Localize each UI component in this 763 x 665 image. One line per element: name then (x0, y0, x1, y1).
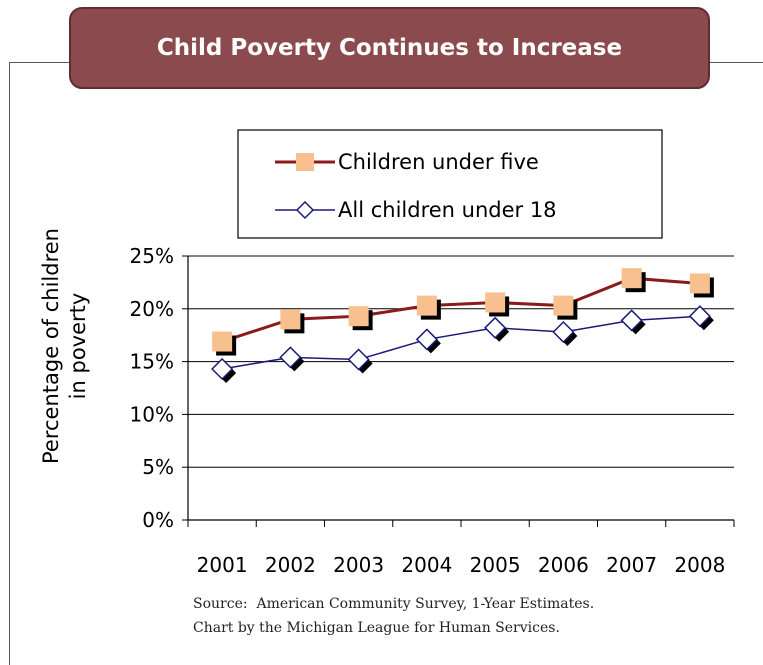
source-line: Chart by the Michigan League for Human S… (193, 620, 560, 636)
x-tick-label: 2001 (197, 553, 248, 577)
y-tick-label: 20% (130, 297, 174, 321)
data-point (279, 346, 305, 372)
data-point (689, 273, 714, 298)
x-tick-label: 2007 (606, 553, 657, 577)
x-tick-label: 2006 (538, 553, 589, 577)
axes: 0% 5% 10% 15% 20% 25% 2001 2002 2003 2004 2005 2006… (130, 244, 735, 577)
data-point (485, 292, 510, 317)
x-tick-label: 2004 (401, 553, 452, 577)
marker-diamond (688, 305, 711, 328)
y-tick-label: 0% (142, 508, 174, 532)
data-point (348, 306, 373, 331)
marker-diamond (552, 320, 575, 344)
data-point (552, 320, 578, 347)
legend-box (237, 129, 663, 239)
marker-diamond (211, 357, 234, 381)
y-tick-label: 5% (142, 455, 174, 479)
marker-diamond (415, 328, 438, 351)
y-tick-label: 15% (130, 350, 174, 374)
source-line: Source: American Community Survey, 1-Yea… (193, 596, 595, 612)
marker-square (553, 295, 574, 316)
legend-marker (295, 200, 315, 220)
marker-diamond (484, 316, 507, 339)
marker-square (348, 306, 369, 327)
data-point (280, 309, 305, 334)
marker-diamond (347, 348, 370, 371)
data-point (620, 309, 646, 335)
source-note: Source: American Community Survey, 1-Yea… (193, 592, 594, 640)
data-point (347, 348, 373, 374)
marker-square (416, 295, 437, 316)
data-point (416, 295, 441, 320)
frame-line (710, 62, 763, 63)
marker-square (621, 268, 642, 289)
data-point (621, 268, 646, 293)
x-tick-label: 2008 (674, 553, 725, 577)
title-banner: Child Poverty Continues to Increase (69, 7, 710, 89)
chart-title: Child Poverty Continues to Increase (156, 35, 623, 61)
legend-label: Children under five (338, 150, 539, 174)
legend-label: All children under 18 (338, 198, 557, 222)
x-tick-label: 2005 (470, 553, 521, 577)
data-point (688, 305, 714, 331)
x-tick-label: 2003 (333, 553, 384, 577)
data-point (415, 328, 441, 354)
marker-square (212, 331, 233, 352)
legend-square (296, 153, 314, 171)
marker-diamond (620, 309, 643, 332)
y-tick-label: 25% (130, 244, 174, 268)
marker-square (485, 292, 506, 313)
marker-diamond (279, 346, 302, 369)
legend-diamond (295, 200, 315, 220)
y-tick-label: 10% (130, 402, 174, 426)
gridlines (188, 255, 734, 468)
x-tick-label: 2002 (265, 553, 316, 577)
marker-square (280, 309, 301, 330)
series-line (221, 315, 700, 370)
legend-marker (296, 153, 314, 171)
marker-square (689, 273, 710, 294)
series (211, 268, 714, 383)
legend: Children under five All children under 18 (275, 150, 557, 222)
data-point (553, 295, 578, 320)
frame-line (9, 62, 71, 63)
data-point (211, 357, 237, 383)
frame-line (9, 62, 10, 665)
data-point (212, 331, 237, 356)
data-point (484, 316, 510, 342)
